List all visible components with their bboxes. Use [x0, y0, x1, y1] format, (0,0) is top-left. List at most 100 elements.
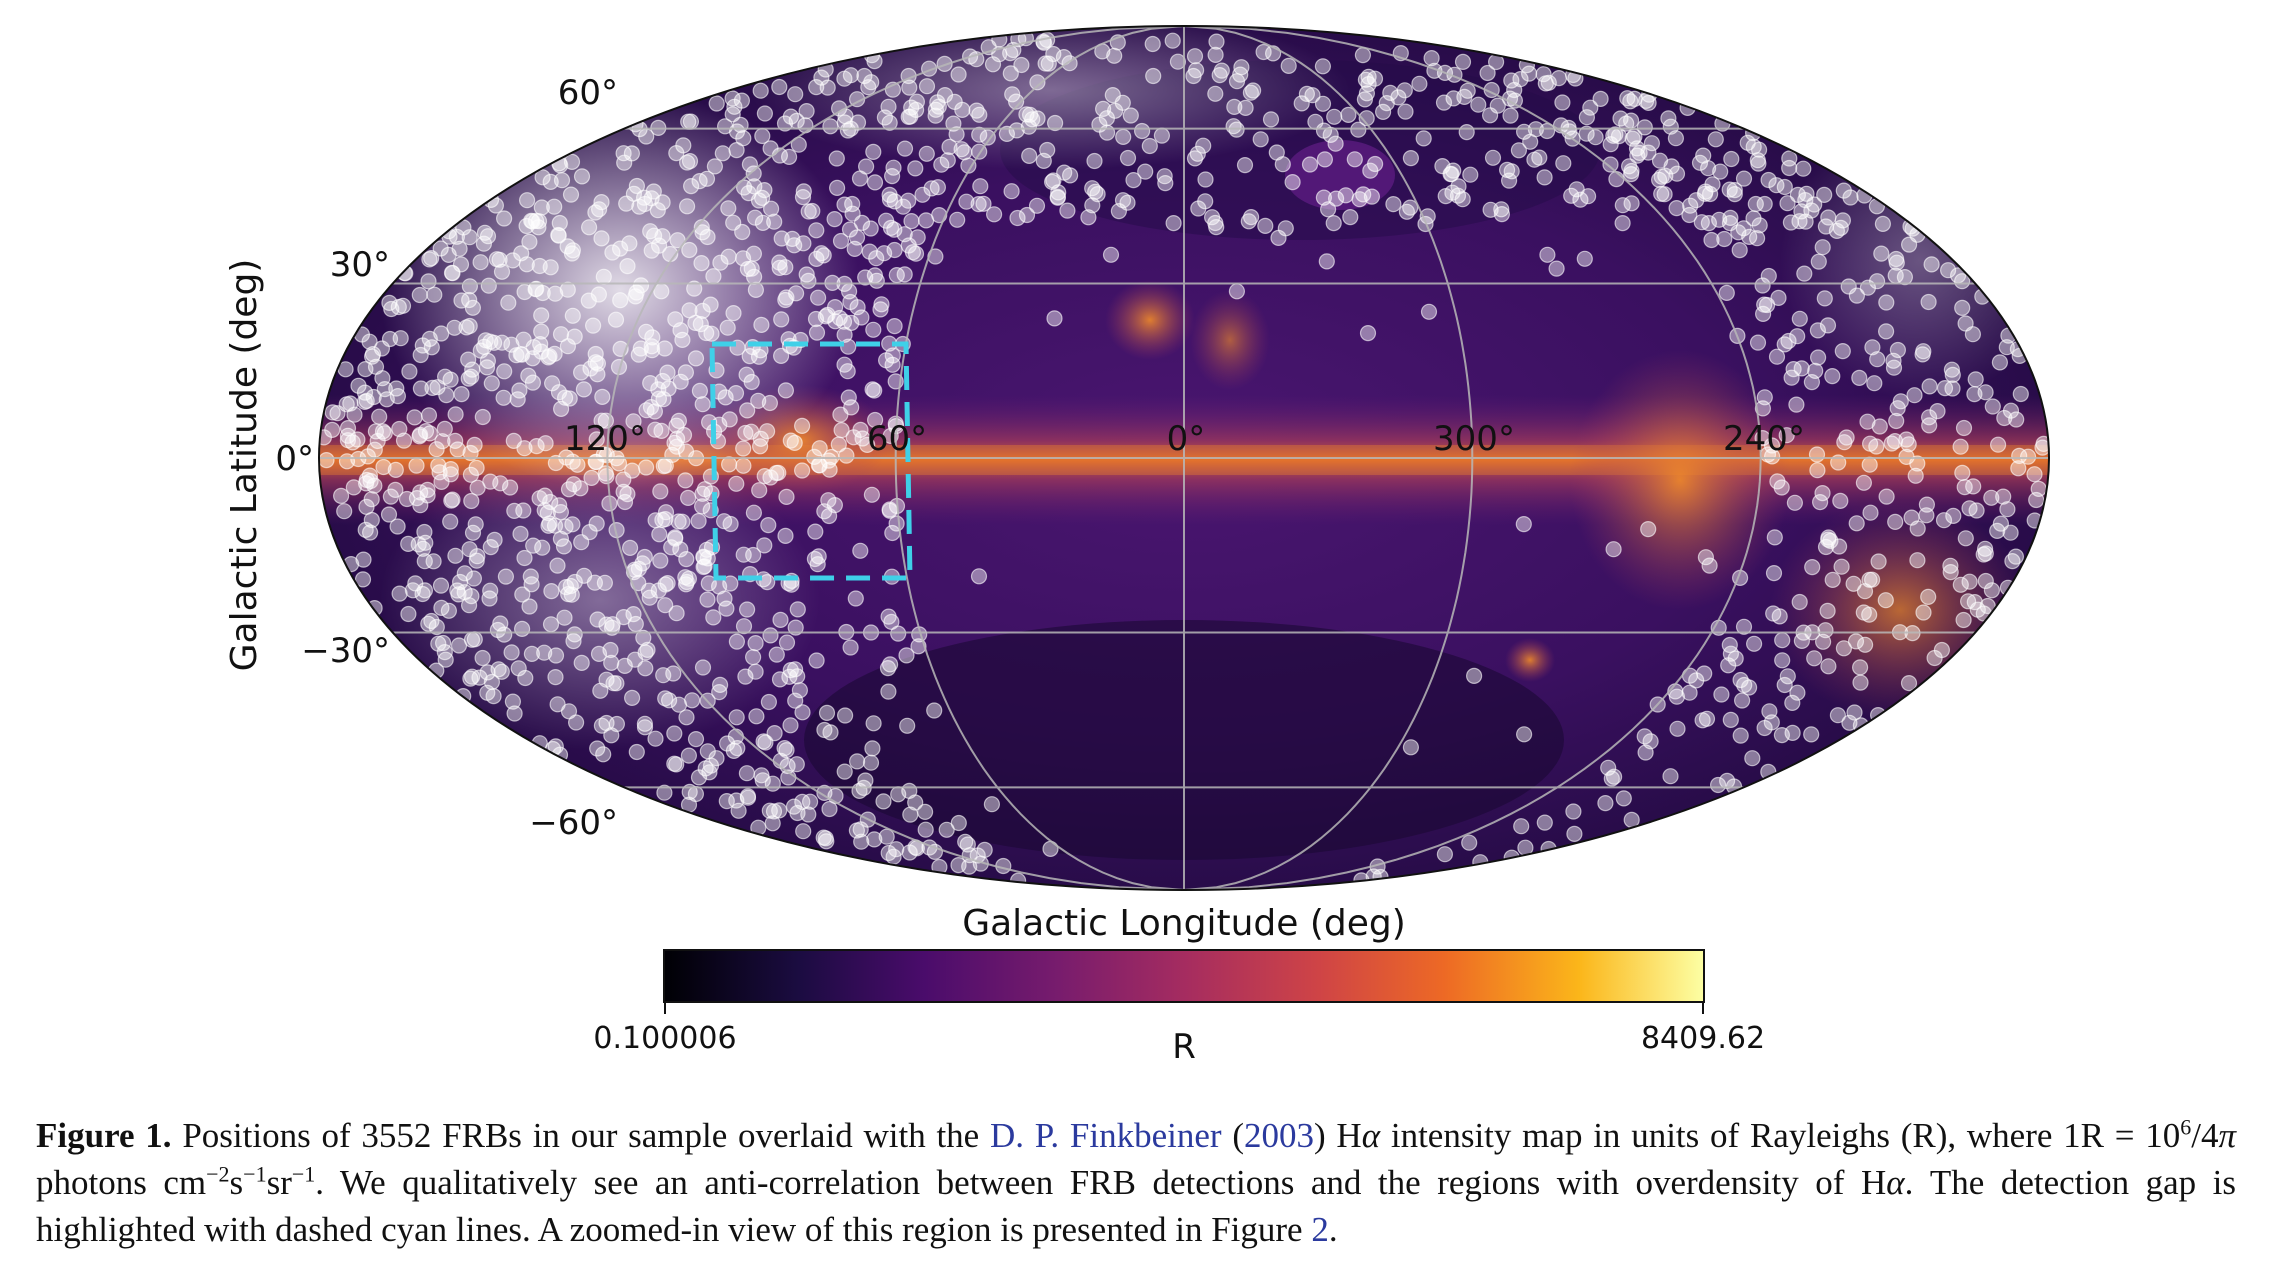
frb-point — [420, 615, 437, 632]
frb-point — [462, 444, 479, 462]
frb-point — [866, 174, 884, 191]
frb-point — [927, 248, 944, 265]
caption-ref-author[interactable]: D. P. Finkbeiner — [990, 1116, 1222, 1155]
frb-point — [506, 705, 523, 722]
caption-fig-ref[interactable]: 2 — [1311, 1210, 1329, 1249]
frb-point — [1915, 604, 1932, 621]
frb-point — [1707, 131, 1724, 148]
frb-point — [936, 86, 954, 104]
frb-point — [636, 719, 654, 736]
frb-point — [516, 549, 533, 567]
frb-point — [419, 487, 436, 504]
frb-point — [433, 599, 450, 617]
frb-point — [836, 707, 854, 724]
frb-point — [862, 220, 879, 237]
frb-point — [760, 516, 777, 534]
frb-point — [1153, 127, 1171, 144]
frb-point — [666, 725, 683, 742]
frb-point — [479, 352, 496, 369]
frb-point — [1811, 494, 1829, 511]
frb-point — [1809, 462, 1826, 479]
frb-point — [700, 575, 717, 592]
frb-point — [1643, 135, 1661, 152]
frb-point — [503, 644, 520, 661]
frb-point — [561, 390, 578, 407]
frb-point — [866, 831, 883, 848]
frb-point — [555, 538, 573, 555]
frb-point — [1739, 134, 1756, 151]
frb-point — [666, 755, 683, 772]
frb-point — [382, 488, 399, 505]
frb-point — [851, 170, 869, 187]
frb-point — [1470, 96, 1487, 113]
frb-point — [753, 316, 770, 333]
frb-point — [694, 396, 711, 413]
frb-point — [693, 498, 711, 515]
frb-point — [772, 611, 789, 629]
frb-point — [878, 828, 895, 845]
frb-point — [880, 683, 897, 700]
frb-point — [1704, 176, 1721, 193]
frb-point — [1190, 200, 1207, 217]
frb-point — [1754, 305, 1772, 322]
frb-point — [604, 244, 621, 261]
frb-point — [900, 192, 917, 209]
frb-point — [433, 473, 450, 490]
lat-tick-60: 60° — [558, 73, 618, 113]
frb-point — [1765, 564, 1783, 582]
frb-point — [1186, 48, 1204, 65]
frb-point — [447, 406, 464, 423]
caption-exp-6: 6 — [2180, 1114, 2192, 1140]
frb-point — [762, 200, 780, 217]
frb-point — [612, 292, 629, 309]
frb-point — [1284, 174, 1301, 191]
frb-point — [547, 454, 565, 472]
frb-point — [479, 228, 497, 245]
frb-point — [738, 601, 756, 618]
frb-point — [765, 803, 783, 820]
frb-point — [496, 210, 513, 227]
frb-point — [728, 142, 745, 159]
frb-point — [1933, 641, 1951, 659]
frb-point — [1842, 189, 1859, 206]
frb-point — [762, 469, 779, 486]
frb-point — [449, 441, 466, 458]
frb-point — [1548, 260, 1565, 277]
frb-point — [1618, 115, 1635, 132]
frb-point — [660, 380, 677, 397]
frb-point — [485, 687, 502, 705]
frb-point — [680, 747, 698, 764]
frb-point — [583, 469, 600, 486]
frb-point — [1119, 194, 1136, 211]
frb-point — [391, 585, 408, 602]
frb-point — [621, 539, 639, 557]
frb-point — [741, 156, 759, 173]
frb-point — [1304, 87, 1321, 104]
frb-point — [595, 268, 612, 285]
frb-point — [646, 403, 664, 420]
caption-exp-m2: −2 — [206, 1161, 230, 1187]
sky-map-figure: 120° 60° 0° 300° 240° 60° 30° 0° −30° −6… — [224, 25, 2050, 1067]
frb-point — [388, 380, 405, 397]
frb-point — [556, 609, 573, 626]
caption-ref-year[interactable]: 2003 — [1243, 1116, 1314, 1155]
frb-point — [1998, 339, 2015, 356]
frb-point — [914, 186, 931, 203]
frb-point — [848, 229, 866, 246]
frb-point — [836, 763, 853, 780]
frb-point — [1835, 640, 1853, 657]
frb-point — [1008, 122, 1025, 139]
frb-point — [1847, 633, 1865, 650]
frb-point — [1443, 165, 1460, 183]
caption-pi: π — [2218, 1116, 2237, 1155]
frb-point — [428, 618, 445, 636]
frb-point — [625, 413, 642, 430]
frb-point — [515, 502, 532, 519]
frb-point — [520, 367, 537, 384]
colorbar: 0.100006 8409.62 R — [593, 949, 1765, 1067]
frb-point — [1699, 160, 1717, 177]
frb-point — [530, 213, 548, 230]
frb-point — [1809, 349, 1827, 366]
frb-point — [808, 324, 826, 341]
frb-point — [588, 431, 605, 448]
